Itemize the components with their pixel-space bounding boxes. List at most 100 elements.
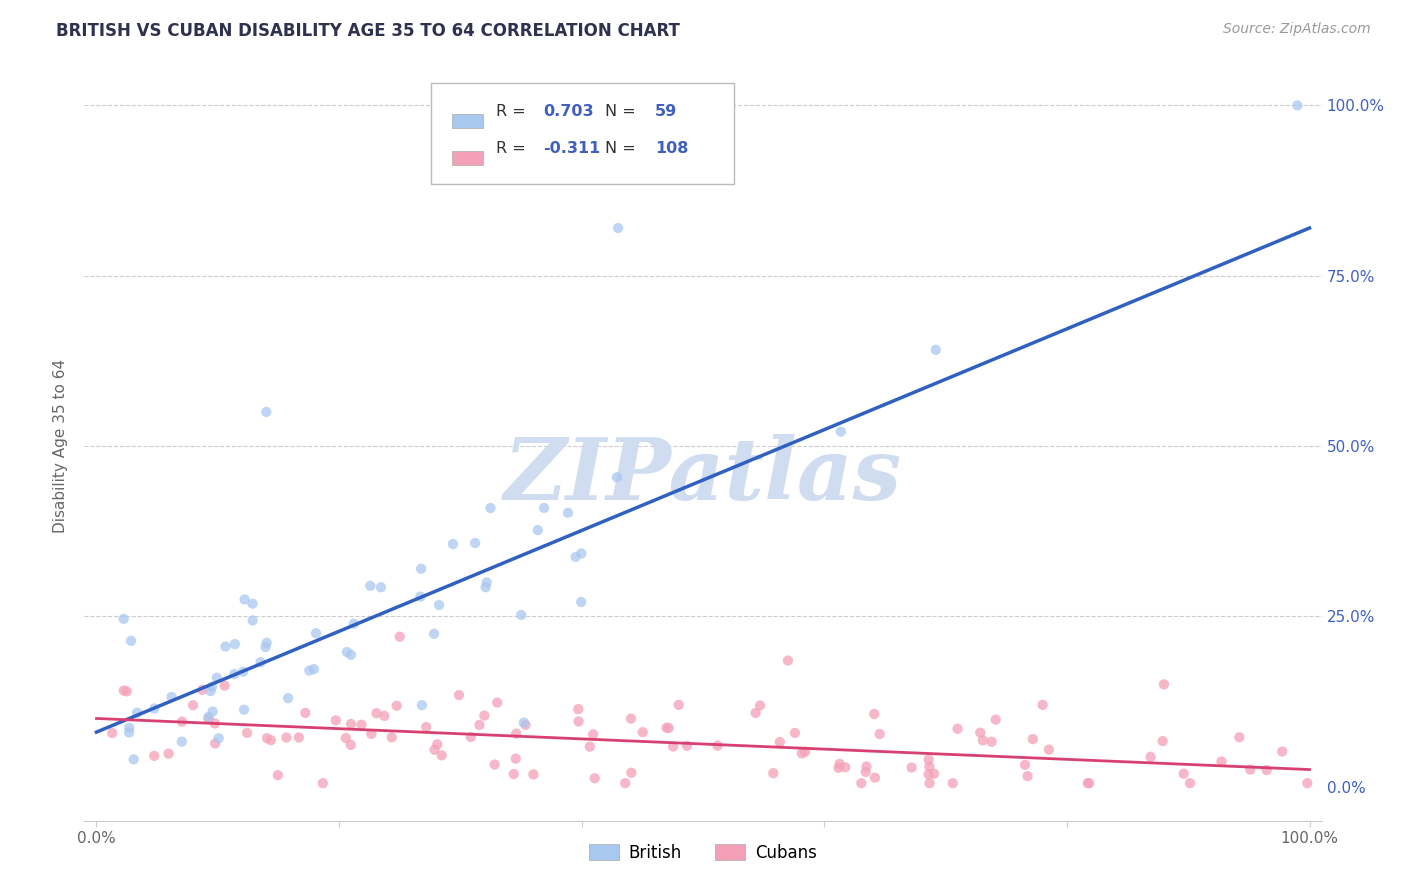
Point xyxy=(464,536,486,550)
Point xyxy=(567,714,589,729)
Point xyxy=(427,598,450,612)
Point xyxy=(426,737,449,751)
Point xyxy=(181,698,204,713)
Point xyxy=(112,612,135,626)
Point xyxy=(254,405,277,419)
Point xyxy=(1038,742,1060,756)
Point xyxy=(582,727,605,741)
Point xyxy=(830,425,852,439)
Point xyxy=(460,730,482,744)
Point xyxy=(794,745,817,759)
Point xyxy=(918,759,941,773)
Point xyxy=(312,776,335,790)
Point xyxy=(662,739,685,754)
Point xyxy=(277,691,299,706)
Point xyxy=(205,671,228,685)
Point xyxy=(583,771,606,785)
Text: -0.311: -0.311 xyxy=(543,141,600,156)
Point xyxy=(143,701,166,715)
Point xyxy=(502,767,524,781)
Point xyxy=(614,776,637,790)
Point xyxy=(302,662,325,676)
Point xyxy=(900,760,922,774)
Point xyxy=(415,720,437,734)
Point xyxy=(505,751,527,765)
Point xyxy=(855,759,877,773)
Point xyxy=(118,721,141,735)
Text: R =: R = xyxy=(496,141,531,156)
Point xyxy=(373,709,395,723)
Point xyxy=(984,713,1007,727)
Point xyxy=(224,667,246,681)
Point xyxy=(1152,734,1174,748)
Point xyxy=(620,712,643,726)
Point xyxy=(249,655,271,669)
Point xyxy=(1211,755,1233,769)
Point xyxy=(783,726,806,740)
Point xyxy=(631,725,654,739)
Point xyxy=(360,727,382,741)
Point xyxy=(744,706,766,720)
Point xyxy=(236,726,259,740)
Point xyxy=(294,706,316,720)
Point xyxy=(1271,745,1294,759)
Point xyxy=(479,501,502,516)
Point xyxy=(340,738,363,752)
Point xyxy=(658,721,681,735)
Point xyxy=(370,580,392,594)
Point xyxy=(409,590,432,604)
Point xyxy=(607,221,630,235)
Point xyxy=(260,733,283,747)
Point xyxy=(776,654,799,668)
Point xyxy=(827,761,849,775)
Point xyxy=(191,682,214,697)
Point xyxy=(513,715,536,730)
Point xyxy=(925,343,948,357)
Point xyxy=(834,760,856,774)
Point xyxy=(350,717,373,731)
Point xyxy=(769,735,792,749)
Point xyxy=(388,630,411,644)
Point xyxy=(1017,769,1039,783)
Point xyxy=(232,665,254,679)
Point xyxy=(430,748,453,763)
Point xyxy=(118,725,141,739)
Point xyxy=(127,706,149,720)
Point xyxy=(749,698,772,713)
Point xyxy=(1173,766,1195,780)
Point xyxy=(515,718,537,732)
Point xyxy=(359,579,381,593)
Point xyxy=(564,549,586,564)
Point xyxy=(340,648,363,662)
Y-axis label: Disability Age 35 to 64: Disability Age 35 to 64 xyxy=(53,359,69,533)
Text: ZIPatlas: ZIPatlas xyxy=(503,434,903,517)
Point xyxy=(256,636,278,650)
Point xyxy=(522,767,544,781)
Legend: British, Cubans: British, Cubans xyxy=(582,838,824,869)
Point xyxy=(204,736,226,750)
Point xyxy=(325,714,347,728)
Point xyxy=(423,627,446,641)
Point xyxy=(101,726,124,740)
Point xyxy=(115,684,138,698)
Point xyxy=(706,739,728,753)
Point xyxy=(475,575,498,590)
Point xyxy=(1139,749,1161,764)
FancyBboxPatch shape xyxy=(430,83,734,184)
FancyBboxPatch shape xyxy=(451,113,482,128)
Point xyxy=(863,706,886,721)
Point xyxy=(762,766,785,780)
Point xyxy=(122,752,145,766)
Point xyxy=(484,757,506,772)
Point xyxy=(1256,763,1278,777)
Point xyxy=(366,706,388,721)
Text: 0.703: 0.703 xyxy=(543,103,593,119)
Point xyxy=(208,731,231,746)
Point xyxy=(197,712,219,726)
Point xyxy=(533,500,555,515)
Point xyxy=(276,731,298,745)
Point xyxy=(922,766,945,780)
Point xyxy=(1286,98,1309,112)
Point xyxy=(1032,698,1054,712)
Point xyxy=(305,626,328,640)
